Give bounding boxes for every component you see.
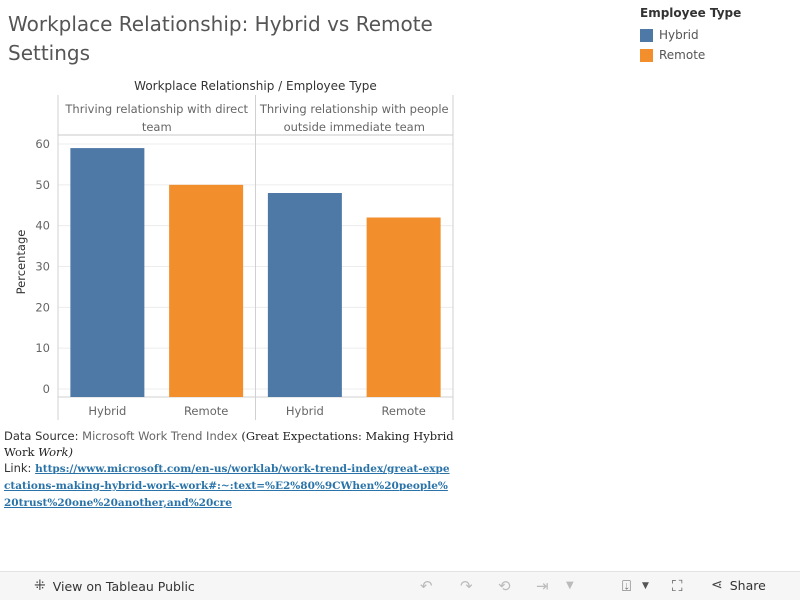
x-tick-label: Remote [184, 404, 228, 418]
chevron-down-icon[interactable]: ▼ [566, 580, 574, 591]
link-line: Link: https://www.microsoft.com/en-us/wo… [4, 460, 454, 511]
bar-hybrid [70, 148, 145, 397]
bar-hybrid [267, 193, 342, 397]
legend-label-remote: Remote [659, 48, 706, 62]
source-report-italic: Work [38, 445, 69, 459]
bar-remote [366, 217, 441, 397]
chart-title: Workplace Relationship: Hybrid vs Remote… [8, 12, 433, 65]
share-label: Share [729, 577, 766, 593]
x-tick-label: Remote [381, 404, 425, 418]
view-on-tableau-label: View on Tableau Public [52, 578, 195, 594]
undo-icon[interactable]: ↶ [420, 577, 433, 595]
view-on-tableau-button[interactable]: ⁜ View on Tableau Public [34, 578, 195, 594]
bar-remote [169, 184, 244, 397]
legend-title: Employee Type [640, 6, 742, 20]
x-tick-label: Hybrid [88, 404, 126, 418]
legend-item-hybrid[interactable]: Hybrid [640, 25, 741, 45]
fullscreen-icon[interactable]: ⛶ [672, 577, 683, 595]
source-link[interactable]: https://www.microsoft.com/en-us/worklab/… [4, 463, 450, 509]
source-paren-open: ( [241, 429, 246, 443]
y-tick-label: 40 [35, 219, 50, 233]
source-paren-close: ) [68, 445, 74, 459]
legend-label-hybrid: Hybrid [659, 28, 699, 42]
y-tick-label: 10 [35, 341, 50, 355]
y-tick-label: 0 [43, 382, 50, 396]
source-prefix: Data Source: [4, 429, 79, 443]
refresh-icon[interactable]: ⇥ [536, 577, 549, 595]
source-name: Microsoft Work Trend Index [82, 429, 238, 443]
link-label: Link: [4, 461, 32, 475]
legend-swatch-remote [640, 48, 653, 62]
tableau-toolbar: ⁜ View on Tableau Public ↶ ↷ ⟲ ⇥ ▼ ⍗ ▼ ⛶… [0, 571, 800, 600]
download-chevron-icon[interactable]: ▼ [642, 581, 649, 591]
x-tick-label: Hybrid [286, 404, 324, 418]
bar-chart: Workplace Relationship / Employee Type 0 1… [14, 79, 454, 420]
header-title: Workplace Relationship / Employee Type [134, 79, 377, 93]
source-line: Data Source: Microsoft Work Trend Index … [4, 428, 454, 460]
panel-header-label: Thriving relationship with direct [64, 102, 248, 116]
panel-header-label: team [142, 120, 172, 134]
y-tick-label: 20 [35, 300, 50, 314]
panel-header-label: Thriving relationship with people [259, 102, 449, 116]
y-axis-label: Percentage [14, 230, 28, 295]
data-source: Data Source: Microsoft Work Trend Index … [4, 428, 454, 511]
y-tick-label: 50 [35, 178, 50, 192]
legend-item-remote[interactable]: Remote [640, 45, 741, 65]
legend-swatch-hybrid [640, 28, 653, 42]
revert-icon[interactable]: ⟲ [498, 577, 511, 595]
share-icon: ⋖ [711, 577, 723, 593]
share-button[interactable]: ⋖ Share [711, 577, 766, 593]
download-icon[interactable]: ⍗ [622, 577, 632, 595]
tableau-logo-icon: ⁜ [34, 578, 46, 594]
y-tick-label: 30 [35, 260, 50, 274]
panel-header-label: outside immediate team [284, 120, 425, 134]
redo-icon[interactable]: ↷ [460, 577, 473, 595]
legend: Employee Type Hybrid Remote [640, 6, 741, 65]
source-report: Great Expectations: Making Hybrid Work [4, 429, 454, 459]
y-tick-label: 60 [35, 137, 50, 151]
